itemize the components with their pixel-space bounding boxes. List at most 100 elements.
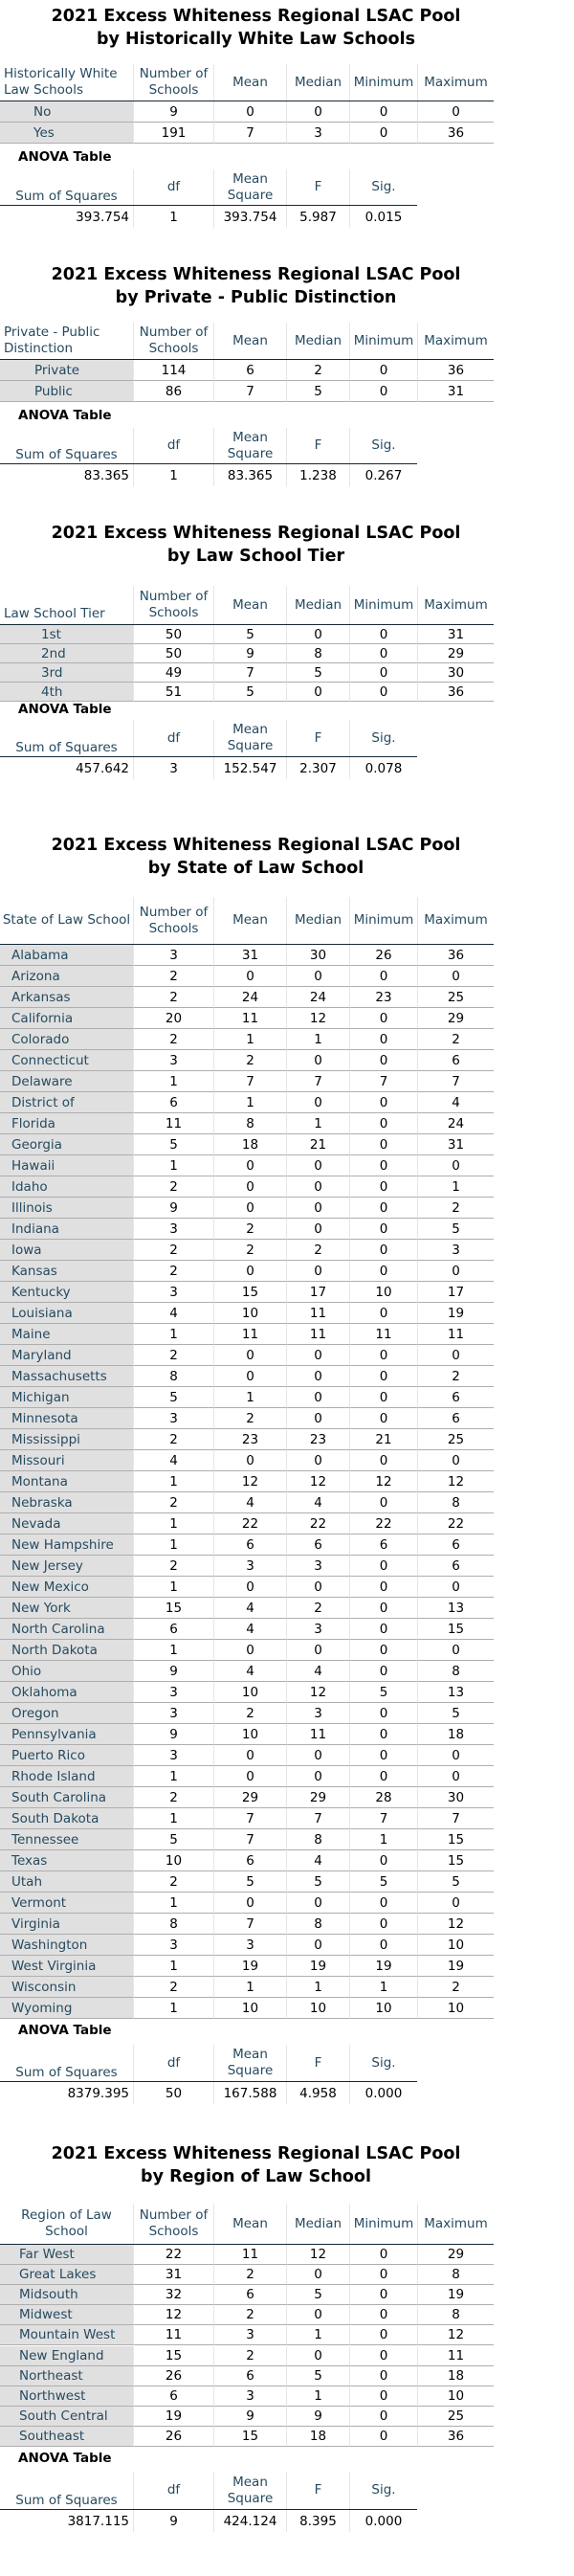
data-cell: 1 [417,1176,494,1198]
report-section: 2021 Excess Whiteness Regional LSAC Pool… [0,258,574,486]
data-cell: 2 [133,966,213,987]
data-cell: 3 [133,1408,213,1429]
group-header: Region of Law School [21,2207,112,2239]
anova-divider [0,2081,417,2082]
anova-divider [0,463,417,464]
data-cell: 25 [417,2406,494,2427]
row-label: Missouri [0,1450,133,1471]
data-cell: 6 [133,1619,213,1640]
row-label: Utah [0,1871,133,1893]
data-cell: 30 [286,945,349,966]
data-cell: 0 [349,1850,417,1871]
data-cell: 0 [417,1893,494,1914]
data-cell: 0 [286,1176,349,1198]
anova-value: 393.754 [213,206,286,228]
data-cell: 7 [213,381,286,402]
data-cell: 0 [349,1219,417,1240]
data-cell: 31 [417,1134,494,1155]
header-divider [0,2244,494,2245]
row-label: Washington [0,1935,133,1956]
data-cell: 0 [349,360,417,381]
data-cell: 8 [417,1492,494,1513]
data-cell: 26 [133,2365,213,2386]
anova-header-f: F [286,2472,349,2509]
data-cell: 31 [133,2265,213,2286]
data-cell: 11 [213,2245,286,2266]
data-cell: 24 [286,987,349,1008]
data-cell: 0 [349,1703,417,1724]
anova-header-sum-of-squares: Sum of Squares [15,189,118,204]
title-line-1: 2021 Excess Whiteness Regional LSAC Pool [51,265,461,284]
data-cell: 0 [349,381,417,402]
data-cell: 3 [417,1240,494,1261]
data-cell: 15 [213,2426,286,2447]
row-label: 2nd [0,644,133,663]
data-cell: 0 [286,683,349,702]
data-cell: 12 [349,1471,417,1492]
data-cell: 11 [349,1324,417,1345]
data-cell: 0 [286,1155,349,1176]
row-label: Mountain West [0,2325,133,2346]
data-cell: 11 [417,1324,494,1345]
data-cell: 1 [133,1956,213,1977]
data-cell: 12 [286,1682,349,1703]
anova-header-sig: Sig. [349,169,417,205]
data-cell: 6 [417,1050,494,1071]
data-cell: 7 [213,1808,286,1829]
data-cell: 31 [213,945,286,966]
row-label: South Carolina [0,1787,133,1808]
section-title: 2021 Excess Whiteness Regional LSAC Pool… [0,834,512,880]
data-cell: 0 [286,966,349,987]
column-header-median: Median [286,64,349,101]
row-label: New Jersey [0,1556,133,1577]
anova-value: 1 [133,206,213,228]
data-cell: 0 [417,1450,494,1471]
data-cell: 2 [133,1429,213,1450]
data-cell: 5 [286,2365,349,2386]
row-label: 1st [0,625,133,644]
data-cell: 0 [349,1050,417,1071]
data-cell: 4 [133,1303,213,1324]
data-cell: 0 [213,1261,286,1282]
anova-header-sum-of-squares: Sum of Squares [15,2493,118,2508]
row-label: No [0,101,133,123]
row-label: Minnesota [0,1408,133,1429]
data-cell: 8 [417,2305,494,2326]
data-cell: 0 [349,1261,417,1282]
data-cell: 0 [349,2406,417,2427]
anova-value: 83.365 [83,467,129,483]
data-cell: 28 [349,1787,417,1808]
anova-value: 0.015 [349,206,417,228]
row-label: 3rd [0,663,133,683]
data-cell: 0 [286,1935,349,1956]
row-label: Wyoming [0,1998,133,2019]
data-cell: 0 [286,1640,349,1661]
anova-header-sig: Sig. [349,2045,417,2081]
anova-header-df: df [133,2045,213,2081]
data-cell: 0 [349,2426,417,2447]
data-cell: 0 [349,1914,417,1935]
data-cell: 0 [349,2265,417,2286]
data-cell: 36 [417,360,494,381]
row-label: Alabama [0,945,133,966]
data-cell: 26 [133,2426,213,2447]
data-cell: 0 [349,1640,417,1661]
data-cell: 3 [133,1219,213,1240]
data-cell: 2 [213,1703,286,1724]
section-title: 2021 Excess Whiteness Regional LSAC Pool… [0,2142,512,2188]
anova-header-sum-of-squares: Sum of Squares [15,447,118,462]
row-label: Kentucky [0,1282,133,1303]
data-cell: 15 [213,1282,286,1303]
row-label: Far West [0,2245,133,2266]
data-cell: 2 [286,1240,349,1261]
data-cell: 3 [133,945,213,966]
column-header-number-of-schools: Number of Schools [133,897,213,944]
data-cell: 17 [417,1282,494,1303]
data-cell: 0 [349,1387,417,1408]
data-cell: 0 [349,1113,417,1134]
anova-header-df: df [133,2472,213,2509]
data-cell: 10 [286,1998,349,2019]
data-cell: 8 [133,1366,213,1387]
data-cell: 0 [349,1303,417,1324]
data-cell: 2 [213,1050,286,1071]
